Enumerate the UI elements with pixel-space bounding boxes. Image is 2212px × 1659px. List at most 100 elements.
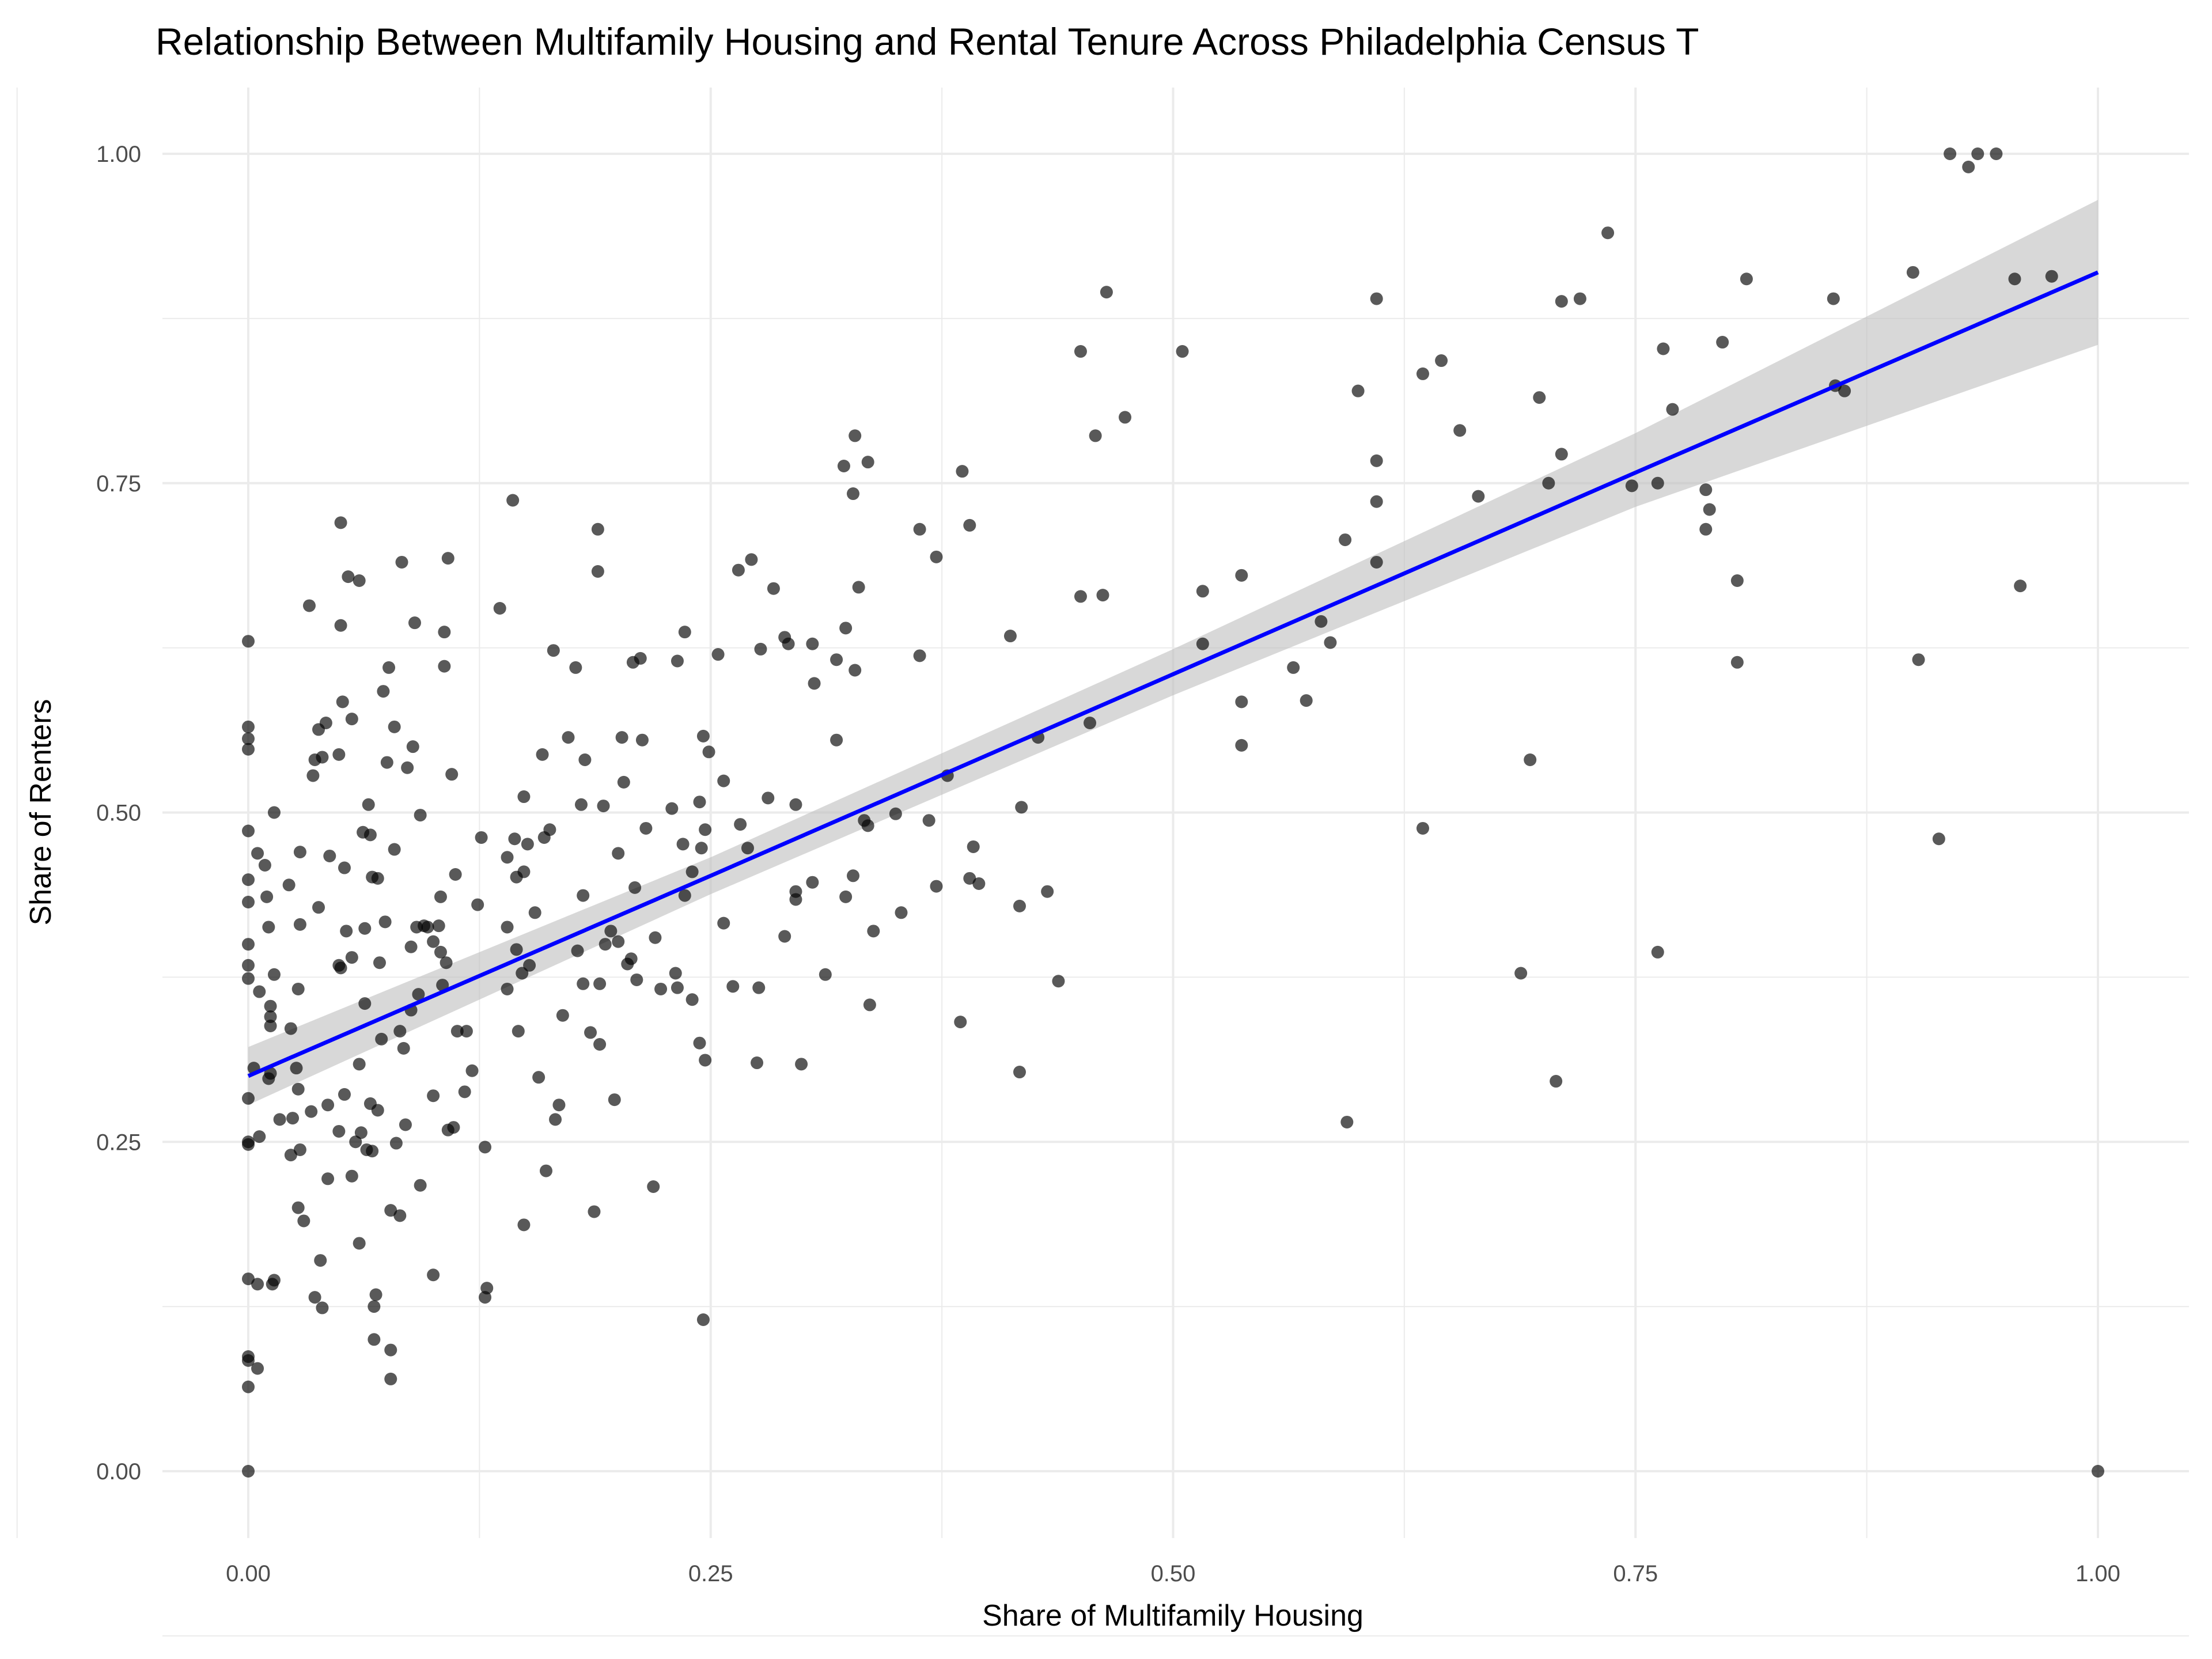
data-point — [685, 993, 699, 1006]
regression-line — [247, 270, 2099, 1078]
data-point — [323, 849, 336, 862]
data-point — [363, 828, 377, 842]
data-point — [302, 599, 316, 612]
data-point — [751, 1056, 764, 1070]
data-point — [1300, 694, 1313, 707]
data-point — [377, 685, 390, 698]
data-point — [752, 981, 766, 994]
data-point — [1716, 336, 1729, 349]
data-point — [702, 745, 715, 759]
data-point — [316, 751, 329, 764]
data-point — [678, 889, 691, 902]
data-point — [528, 906, 541, 919]
points-group — [242, 147, 2104, 1478]
data-point — [1370, 292, 1383, 305]
data-point — [1235, 695, 1248, 709]
data-point — [1944, 147, 1957, 160]
data-point — [508, 832, 521, 846]
data-point — [671, 981, 684, 994]
data-point — [1472, 490, 1485, 503]
data-point — [382, 661, 396, 674]
data-point — [696, 1313, 710, 1326]
x-tick-label: 0.00 — [226, 1561, 271, 1586]
data-point — [380, 756, 393, 769]
data-point — [242, 959, 255, 972]
data-point — [354, 1126, 368, 1139]
data-point — [332, 1124, 346, 1138]
data-point — [264, 1019, 277, 1032]
data-point — [789, 798, 802, 811]
data-point — [867, 925, 880, 938]
data-point — [552, 1099, 566, 1112]
data-point — [1370, 495, 1383, 508]
data-point — [549, 1113, 562, 1126]
y-tick-label: 0.25 — [96, 1130, 141, 1155]
data-point — [517, 865, 531, 878]
data-point — [634, 652, 647, 665]
data-point — [562, 731, 575, 744]
data-point — [649, 931, 662, 944]
data-point — [406, 740, 419, 753]
x-axis-title: Share of Multifamily Housing — [982, 1599, 1363, 1633]
data-point — [1555, 448, 1568, 461]
data-point — [258, 858, 271, 872]
data-point — [1524, 753, 1537, 767]
data-point — [368, 1333, 381, 1346]
data-point — [427, 1089, 440, 1103]
data-point — [717, 774, 730, 787]
data-point — [253, 1130, 266, 1143]
data-point — [1666, 403, 1679, 416]
chart-title: Relationship Between Multifamily Housing… — [156, 20, 1699, 63]
data-point — [1435, 354, 1448, 368]
data-point — [1601, 226, 1615, 240]
data-point — [685, 865, 699, 878]
data-point — [806, 637, 819, 650]
data-point — [1625, 479, 1638, 493]
data-point — [647, 1180, 660, 1194]
data-point — [612, 847, 625, 860]
data-point — [251, 847, 264, 860]
data-point — [913, 522, 926, 536]
data-point — [434, 890, 447, 903]
data-point — [427, 1268, 440, 1282]
data-point — [819, 968, 832, 981]
data-point — [291, 1201, 305, 1214]
data-point — [849, 429, 862, 442]
data-point — [2014, 579, 2027, 593]
data-point — [846, 869, 859, 882]
data-point — [345, 1169, 358, 1183]
data-point — [547, 644, 560, 657]
data-point — [711, 648, 725, 661]
data-point — [654, 982, 668, 995]
data-point — [671, 654, 684, 668]
data-point — [1651, 945, 1664, 959]
data-point — [293, 918, 306, 931]
data-point — [839, 622, 853, 635]
data-point — [1015, 801, 1028, 814]
data-point — [571, 944, 584, 957]
data-point — [849, 664, 862, 677]
data-point — [1416, 367, 1429, 380]
data-point — [782, 637, 795, 650]
data-point — [789, 893, 802, 906]
data-point — [1074, 345, 1087, 358]
confidence-band-group — [248, 200, 2098, 1105]
data-point — [895, 906, 908, 919]
data-point — [358, 997, 372, 1010]
data-point — [414, 809, 427, 822]
data-point — [401, 761, 414, 774]
data-point — [314, 1254, 327, 1267]
data-point — [510, 943, 523, 956]
data-point — [678, 626, 691, 639]
data-point — [358, 922, 372, 935]
data-point — [922, 814, 935, 827]
data-point — [384, 1372, 397, 1385]
data-point — [863, 998, 876, 1012]
data-point — [242, 1092, 255, 1105]
data-point — [1533, 391, 1546, 404]
data-point — [1052, 975, 1065, 988]
data-point — [676, 838, 690, 851]
data-point — [1235, 738, 1248, 752]
data-point — [1340, 1115, 1354, 1128]
data-point — [577, 889, 590, 902]
